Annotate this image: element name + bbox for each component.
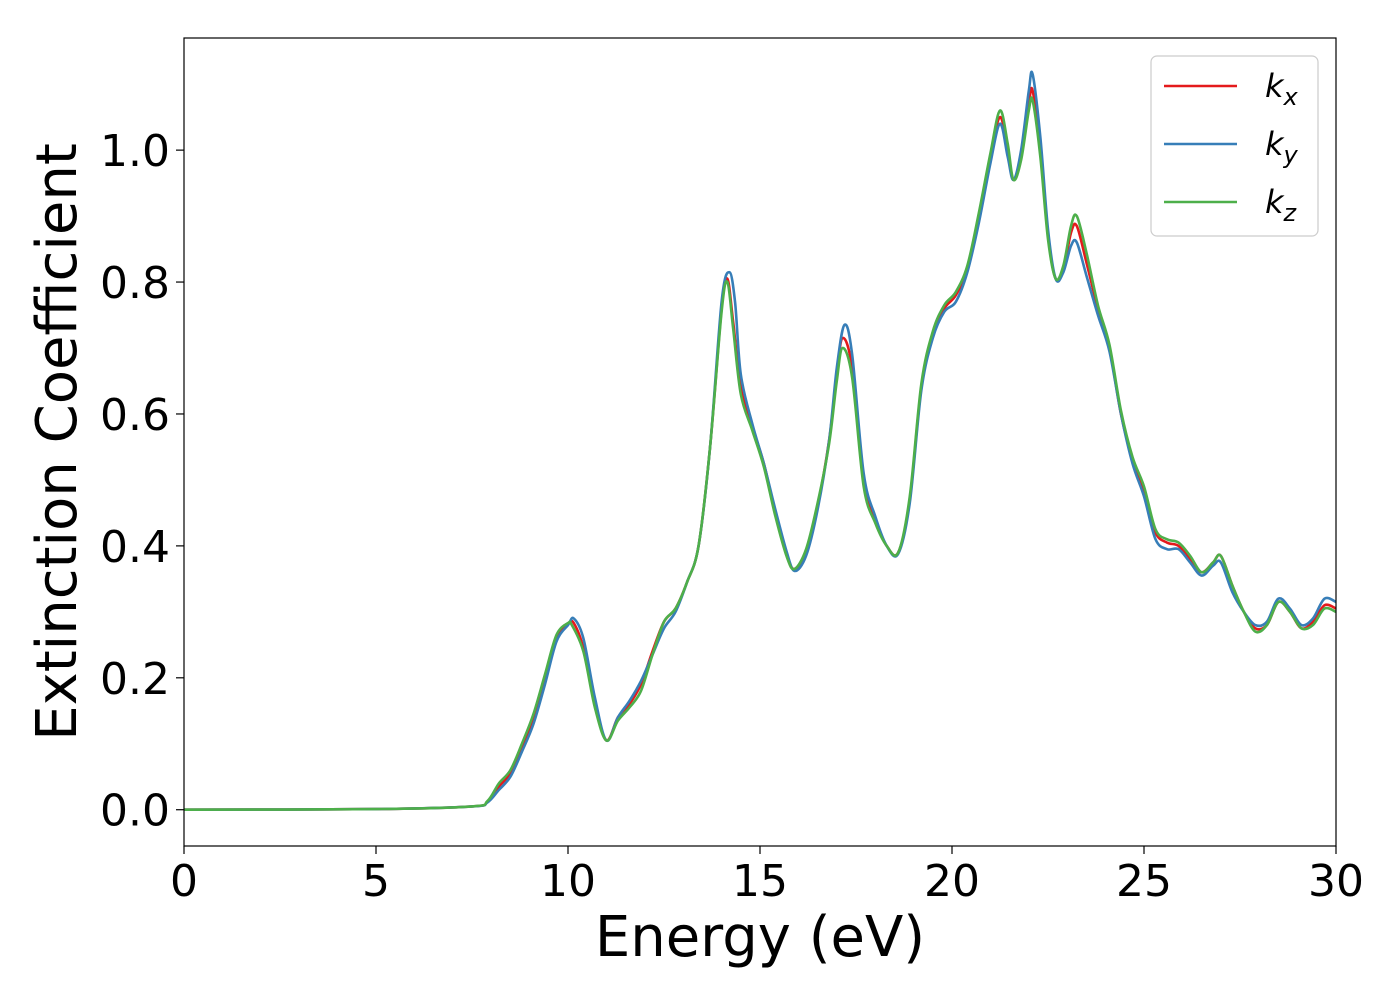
legend-subscript-z: z [1283, 199, 1298, 227]
x-tick-label: 10 [540, 856, 596, 907]
y-tick-label: 1.0 [100, 126, 170, 177]
legend-subscript-y: y [1283, 141, 1299, 169]
x-tick-label: 0 [170, 856, 198, 907]
x-tick-label: 25 [1116, 856, 1172, 907]
y-tick-label: 0.0 [100, 786, 170, 837]
series-layer [184, 70, 1336, 812]
x-tick-label: 5 [362, 856, 390, 907]
series-line-z [184, 96, 1336, 812]
y-tick-label: 0.8 [100, 258, 170, 309]
x-tick-label: 20 [924, 856, 980, 907]
y-axis-label: Extinction Coefficient [25, 143, 90, 741]
ticks-layer: 0 5 10 15 20 25 30 0.0 0.2 0.4 0.6 0.8 1.0 [100, 126, 1364, 907]
y-tick-label: 0.6 [100, 390, 170, 441]
y-tick-label: 0.2 [100, 654, 170, 705]
x-tick-label: 30 [1308, 856, 1364, 907]
y-tick-label: 0.4 [100, 522, 170, 573]
legend-subscript-x: x [1283, 83, 1299, 111]
legend-box [1150, 55, 1319, 237]
x-axis-label: Energy (eV) [595, 905, 925, 970]
x-tick-label: 15 [732, 856, 788, 907]
